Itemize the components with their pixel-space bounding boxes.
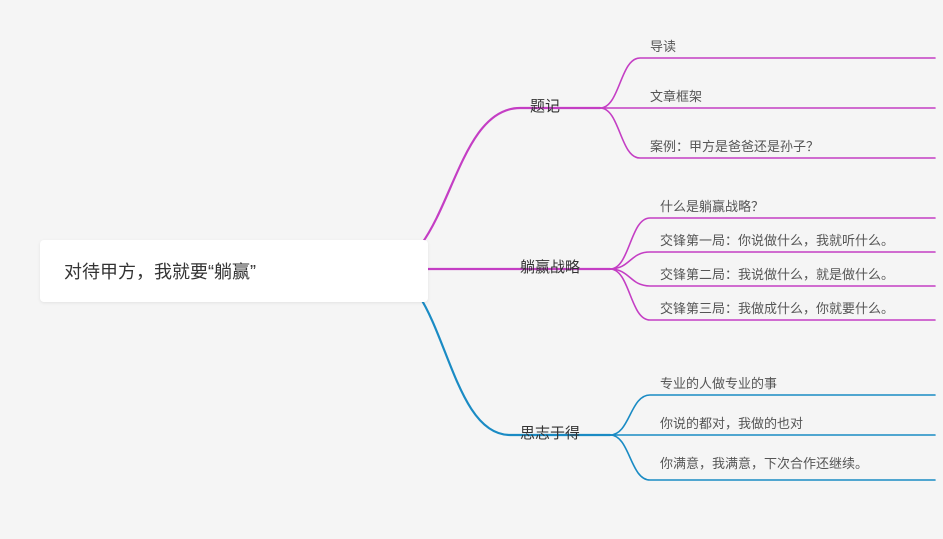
leaf-label-b1-2[interactable]: 交锋第二局：我说做什么，就是做什么。	[660, 266, 894, 284]
leaf-label-b2-1[interactable]: 你说的都对，我做的也对	[660, 415, 803, 433]
leaf-label-b0-2[interactable]: 案例：甲方是爸爸还是孙子？	[650, 138, 819, 156]
leaf-label-b2-2[interactable]: 你满意，我满意，下次合作还继续。	[660, 455, 880, 473]
leaf-label-b0-1[interactable]: 文章框架	[650, 88, 702, 106]
leaf-label-b1-1[interactable]: 交锋第一局：你说做什么，我就听什么。	[660, 232, 894, 250]
root-node[interactable]: 对待甲方，我就要“躺赢”	[40, 240, 428, 302]
branch-label-b1[interactable]: 躺赢战略	[520, 256, 580, 277]
leaf-label-b1-0[interactable]: 什么是躺赢战略？	[660, 198, 764, 216]
leaf-label-b1-3[interactable]: 交锋第三局：我做成什么，你就要什么。	[660, 300, 894, 318]
leaf-label-b2-0[interactable]: 专业的人做专业的事	[660, 375, 777, 393]
branch-label-b2[interactable]: 思志于得	[520, 422, 580, 443]
branch-label-b0[interactable]: 题记	[530, 95, 560, 116]
leaf-label-b0-0[interactable]: 导读	[650, 38, 676, 56]
root-label: 对待甲方，我就要“躺赢”	[64, 262, 256, 282]
